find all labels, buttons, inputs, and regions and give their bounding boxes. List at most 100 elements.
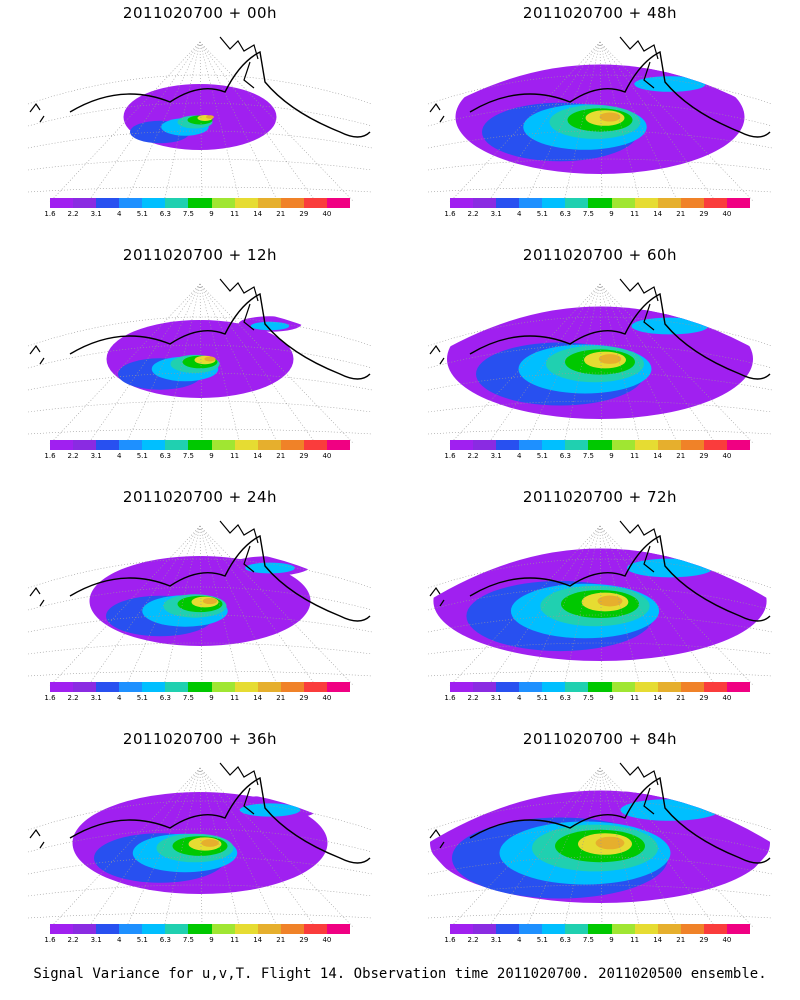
colorbar-swatch [50, 924, 74, 934]
colorbar-swatch [119, 198, 143, 208]
colorbar-tick-label: 40 [322, 452, 332, 460]
colorbar-tick-label: 4 [516, 452, 522, 460]
colorbar-tick-label: 11 [630, 452, 640, 460]
colorbar-swatch [234, 198, 258, 208]
colorbar-swatch [657, 198, 681, 208]
colorbar-tick-label: 21 [276, 452, 286, 460]
colorbar-swatch [142, 440, 166, 450]
colorbar-swatch [326, 198, 351, 208]
colorbar-swatch [542, 682, 566, 692]
colorbar-tick-label: 21 [276, 210, 286, 218]
colorbar-tick-label: 4 [516, 694, 522, 702]
colorbar-swatch [657, 924, 681, 934]
colorbar-swatch [680, 682, 704, 692]
colorbar-tick-label: 4 [116, 694, 122, 702]
colorbar-swatch [326, 924, 351, 934]
colorbar-swatch [473, 924, 497, 934]
colorbar-tick-label: 4 [516, 936, 522, 944]
colorbar-tick-label: 2.2 [467, 452, 479, 460]
colorbar [50, 440, 351, 450]
colorbar-tick-label: 9 [609, 452, 614, 460]
colorbar-swatch [73, 924, 97, 934]
colorbar-tick-label: 11 [630, 694, 640, 702]
map-panel: 2011020700 + 60h 1.6 2.2 3.1 4 5.1 6.3 7.5 9 11 14… [410, 242, 790, 474]
colorbar-swatch [73, 440, 97, 450]
colorbar-swatch [188, 682, 212, 692]
colorbar-swatch [680, 924, 704, 934]
colorbar-swatch [50, 198, 74, 208]
colorbar-swatch [496, 682, 520, 692]
colorbar-tick-label: 7.5 [582, 210, 595, 218]
panel-title: 2011020700 + 12h [122, 246, 278, 264]
colorbar-tick-label: 3.1 [90, 936, 102, 944]
colorbar-tick-label: 40 [722, 452, 732, 460]
panel-title: 2011020700 + 60h [522, 246, 678, 264]
colorbar-tick-label: 2.2 [467, 210, 479, 218]
colorbar-tick-label: 40 [722, 936, 732, 944]
colorbar-tick-label: 9 [609, 936, 614, 944]
colorbar-tick-label: 14 [653, 694, 663, 702]
colorbar-tick-label: 5.1 [136, 694, 148, 702]
colorbar-swatch [611, 198, 635, 208]
colorbar-tick-label: 6.3 [559, 694, 571, 702]
colorbar-tick-label: 7.5 [182, 694, 195, 702]
colorbar-swatch [680, 440, 704, 450]
figure-caption: Signal Variance for u,v,T. Flight 14. Ob… [33, 966, 767, 982]
colorbar-swatch [588, 682, 612, 692]
colorbar-tick-label: 40 [322, 694, 332, 702]
colorbar-swatch [96, 924, 120, 934]
variance-map [427, 278, 773, 444]
colorbar-swatch [542, 440, 566, 450]
colorbar-tick-label: 6.3 [159, 210, 171, 218]
colorbar-swatch [519, 440, 543, 450]
colorbar-tick-label: 29 [299, 452, 309, 460]
colorbar-tick-label: 6.3 [559, 452, 571, 460]
colorbar-swatch [611, 440, 635, 450]
colorbar-swatch [565, 682, 589, 692]
colorbar-tick-label: 7.5 [582, 452, 595, 460]
colorbar-swatch [450, 924, 474, 934]
colorbar [50, 682, 351, 692]
colorbar-tick-label: 4 [516, 210, 522, 218]
colorbar-swatch [496, 440, 520, 450]
colorbar-tick-label: 3.1 [90, 452, 102, 460]
colorbar-tick-label: 29 [699, 210, 709, 218]
variance-map [427, 762, 773, 928]
colorbar-swatch [234, 440, 258, 450]
colorbar-swatch [211, 198, 235, 208]
colorbar-tick-label: 21 [676, 210, 686, 218]
map-panel: 2011020700 + 36h 1.6 2.2 3.1 4 5.1 6.3 7.5 9 11 14… [10, 726, 390, 958]
colorbar-tick-label: 11 [230, 936, 240, 944]
colorbar-tick-label: 7.5 [182, 936, 195, 944]
colorbar-tick-label: 21 [676, 694, 686, 702]
colorbar-swatch [257, 440, 281, 450]
colorbar [450, 440, 751, 450]
colorbar-swatch [234, 682, 258, 692]
colorbar-tick-label: 9 [209, 936, 214, 944]
colorbar [50, 924, 351, 934]
colorbar-tick-label: 4 [116, 936, 122, 944]
colorbar-tick-label: 21 [676, 936, 686, 944]
colorbar-swatch [280, 924, 304, 934]
colorbar-swatch [634, 682, 658, 692]
colorbar-tick-label: 29 [699, 452, 709, 460]
colorbar-tick-label: 5.1 [136, 452, 148, 460]
colorbar-swatch [326, 682, 351, 692]
colorbar-labels: 1.6 2.2 3.1 4 5.1 6.3 7.5 9 11 14 21 29 40 [444, 452, 750, 462]
colorbar-swatch [726, 682, 751, 692]
colorbar-swatch [634, 198, 658, 208]
colorbar-swatch [634, 440, 658, 450]
colorbar-tick-label: 14 [653, 936, 663, 944]
colorbar-swatch [96, 198, 120, 208]
colorbar-swatch [703, 198, 727, 208]
colorbar-tick-label: 9 [209, 210, 214, 218]
colorbar-swatch [542, 198, 566, 208]
colorbar-tick-label: 14 [653, 210, 663, 218]
colorbar-swatch [73, 682, 97, 692]
colorbar-tick-label: 5.1 [136, 936, 148, 944]
colorbar-swatch [611, 682, 635, 692]
colorbar-swatch [588, 198, 612, 208]
variance-map [27, 278, 373, 444]
colorbar-tick-label: 1.6 [444, 936, 456, 944]
colorbar-tick-label: 11 [630, 936, 640, 944]
